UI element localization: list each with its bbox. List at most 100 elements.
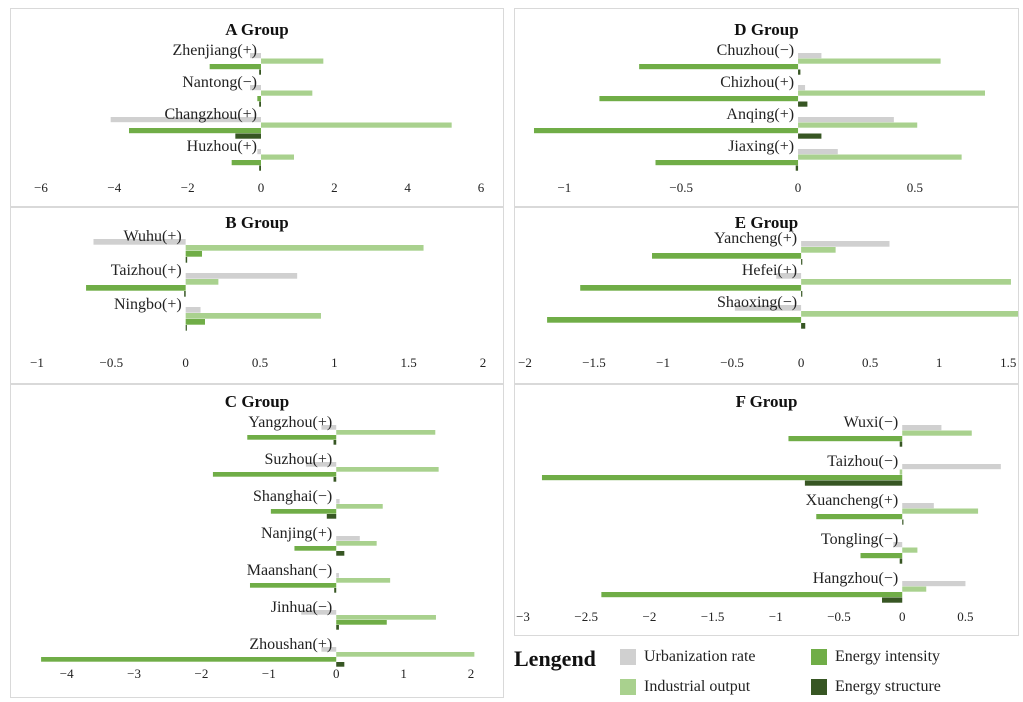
bar-urbanization xyxy=(336,573,339,578)
bar-intensity xyxy=(336,620,387,625)
bar-intensity xyxy=(601,592,903,598)
bar-structure xyxy=(798,133,822,139)
bar-structure xyxy=(259,101,261,107)
panel-b-group: B Group −1 −0.5 0 0.5 1 1.5 2 Wuhu(+) Taizhou(+) N… xyxy=(10,207,504,384)
x-tick-label: 2 xyxy=(480,355,487,370)
x-tick-label: 0 xyxy=(182,355,189,370)
category-label: Changzhou(+) xyxy=(164,106,257,123)
x-tick-label: 0 xyxy=(899,609,906,624)
bar-industrial xyxy=(336,467,439,472)
bar-intensity xyxy=(652,253,802,259)
x-tick-label: 6 xyxy=(478,180,485,195)
bar-structure xyxy=(798,69,801,75)
chart-f-group: F Group −3 −2.5 −2 −1.5 −1 −0.5 0 0.5 Wuxi(−) Taiz… xyxy=(516,392,1001,624)
chart-c-group: C Group −4 −3 −2 −1 0 1 2 Yangzhou(+) Suzhou(+) Sh… xyxy=(41,392,475,681)
chart-title: A Group xyxy=(225,20,288,39)
x-tick-label: −2 xyxy=(642,609,656,624)
legend-label-urbanization: Urbanization rate xyxy=(644,648,756,665)
chart-title: D Group xyxy=(734,20,798,39)
legend-title: Lengend xyxy=(514,646,596,671)
x-tick-label: 1.5 xyxy=(401,355,417,370)
chart-title: C Group xyxy=(225,392,289,411)
bar-urbanization xyxy=(257,149,261,155)
bar-industrial xyxy=(902,508,979,514)
legend-swatch-industrial xyxy=(620,679,636,695)
bar-urbanization xyxy=(798,85,806,91)
bar-urbanization xyxy=(902,503,934,509)
category-label: Yangzhou(+) xyxy=(248,414,332,431)
bar-industrial xyxy=(336,504,383,509)
bar-urbanization xyxy=(185,273,298,279)
category-label: Zhenjiang(+) xyxy=(172,42,257,59)
panel-f-group: F Group −3 −2.5 −2 −1.5 −1 −0.5 0 0.5 Wuxi(−) Taiz… xyxy=(514,384,1019,636)
bar-urbanization xyxy=(734,305,802,311)
bar-structure xyxy=(336,551,345,556)
bar-industrial xyxy=(261,122,452,128)
category-label: Chizhou(+) xyxy=(720,74,794,91)
category-label: Wuhu(+) xyxy=(124,228,182,245)
bar-intensity xyxy=(294,546,337,551)
x-tick-label: −2 xyxy=(181,180,195,195)
bar-intensity xyxy=(129,128,261,134)
x-tick-label: 2 xyxy=(331,180,338,195)
bar-intensity xyxy=(185,251,203,257)
chart-d-group: D Group −1 −0.5 0 0.5 Chuzhou(−) Chizhou(+) Anq… xyxy=(533,20,985,195)
x-tick-label: −0.5 xyxy=(669,180,693,195)
bar-intensity xyxy=(541,475,903,481)
bar-structure xyxy=(333,477,337,482)
x-tick-label: −1.5 xyxy=(701,609,725,624)
bar-urbanization xyxy=(250,53,261,59)
x-tick-label: 0 xyxy=(795,180,802,195)
legend-label-intensity: Energy intensity xyxy=(835,648,941,665)
bar-industrial xyxy=(261,154,294,160)
legend-item-urbanization: Urbanization rate xyxy=(620,648,756,666)
x-tick-label: 0 xyxy=(333,666,340,681)
bar-structure xyxy=(185,257,188,263)
bar-intensity xyxy=(639,64,799,70)
category-label: Jinhua(−) xyxy=(271,599,332,616)
chart-a-group: A Group −6 −4 −2 0 2 4 6 Zhenjiang(+) Nantong(−) C… xyxy=(34,20,485,195)
category-label: Ningbo(+) xyxy=(114,296,182,313)
bar-industrial xyxy=(801,311,1018,317)
bar-urbanization xyxy=(110,117,261,123)
bar-industrial xyxy=(798,122,918,128)
x-tick-label: 0.5 xyxy=(957,609,973,624)
bar-intensity xyxy=(860,553,903,559)
bar-structure xyxy=(336,662,345,667)
bar-structure xyxy=(882,597,903,603)
x-tick-label: 1.5 xyxy=(1000,355,1016,370)
bar-urbanization xyxy=(902,581,966,587)
category-label: Yancheng(+) xyxy=(714,230,797,247)
x-tick-label: −1 xyxy=(557,180,571,195)
panel-d-group: D Group −1 −0.5 0 0.5 Chuzhou(−) Chizhou(+) Anq… xyxy=(514,8,1019,207)
bar-urbanization xyxy=(893,542,903,548)
bar-urbanization xyxy=(798,149,838,155)
bar-structure xyxy=(184,291,186,297)
bar-structure xyxy=(798,101,808,107)
bar-structure xyxy=(333,440,337,445)
x-tick-label: 0.5 xyxy=(862,355,878,370)
bar-intensity xyxy=(231,160,261,166)
bar-intensity xyxy=(249,583,337,588)
bar-structure xyxy=(235,133,261,139)
legend-swatch-urbanization xyxy=(620,649,636,665)
bar-structure xyxy=(902,519,904,525)
legend-label-structure: Energy structure xyxy=(835,678,941,695)
x-tick-label: −1 xyxy=(262,666,276,681)
bar-urbanization xyxy=(798,53,822,59)
bar-urbanization xyxy=(301,610,337,615)
legend-swatch-structure xyxy=(811,679,827,695)
bar-industrial xyxy=(902,586,927,592)
bar-urbanization xyxy=(321,647,337,652)
bar-urbanization xyxy=(902,425,942,431)
bar-intensity xyxy=(599,96,799,102)
bar-urbanization xyxy=(776,273,802,279)
bar-structure xyxy=(801,259,803,265)
category-label: Xuancheng(+) xyxy=(806,492,899,509)
bar-structure xyxy=(795,165,799,171)
panel-a-group: A Group −6 −4 −2 0 2 4 6 Zhenjiang(+) Nantong(−) C… xyxy=(10,8,504,207)
bar-structure xyxy=(804,480,903,486)
bar-intensity xyxy=(209,64,261,70)
bar-urbanization xyxy=(250,85,261,91)
x-tick-label: −1 xyxy=(656,355,670,370)
